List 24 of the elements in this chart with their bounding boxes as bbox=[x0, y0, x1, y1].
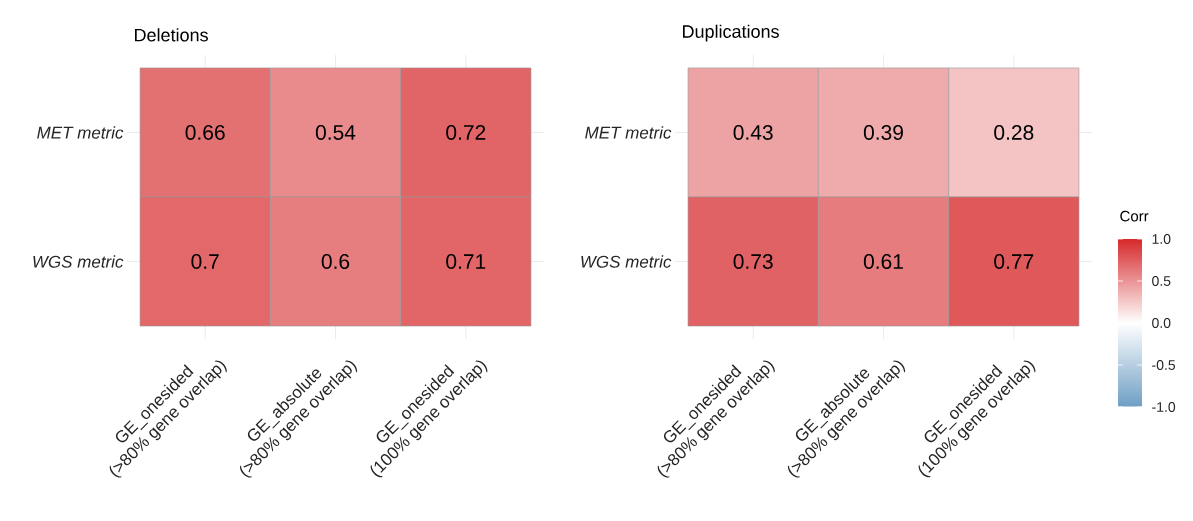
y-tick-label: MET metric bbox=[585, 126, 672, 139]
y-tick-label: MET metric bbox=[37, 126, 124, 139]
data-label: 0.39 bbox=[863, 125, 903, 140]
color-bar-label: 1.0 bbox=[1152, 234, 1171, 244]
color-bar-label: 0.0 bbox=[1152, 318, 1171, 328]
chart-title: Deletions bbox=[135, 28, 208, 42]
data-label: 0.28 bbox=[994, 125, 1034, 140]
data-label: 0.66 bbox=[185, 125, 225, 140]
color-bar-label: -1.0 bbox=[1152, 402, 1176, 412]
data-label: 0.43 bbox=[733, 125, 773, 140]
y-tick-label: WGS metric bbox=[33, 255, 124, 268]
y-tick-label: WGS metric bbox=[581, 255, 672, 268]
data-label: 0.61 bbox=[863, 254, 903, 269]
chart-title: Duplications bbox=[683, 24, 779, 42]
data-label: 0.72 bbox=[446, 125, 486, 140]
data-label: 0.71 bbox=[446, 254, 486, 269]
data-label: 0.6 bbox=[321, 254, 350, 269]
data-label: 0.54 bbox=[315, 125, 356, 140]
data-label: 0.73 bbox=[733, 254, 773, 269]
color-bar-label: 0.5 bbox=[1152, 276, 1171, 286]
color-bar-label: -0.5 bbox=[1152, 360, 1176, 370]
data-label: 0.7 bbox=[191, 254, 219, 269]
color-bar-title: Corr bbox=[1120, 210, 1149, 222]
data-label: 0.77 bbox=[994, 254, 1034, 269]
